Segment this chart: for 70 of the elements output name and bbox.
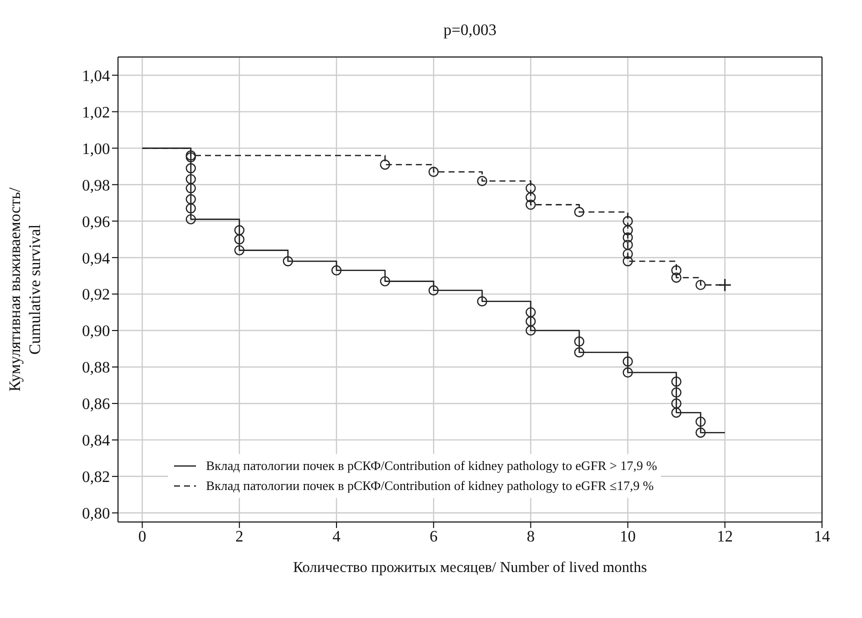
y-tick-label: 1,00 xyxy=(82,140,110,158)
point xyxy=(186,163,196,174)
point xyxy=(671,272,682,283)
point xyxy=(331,265,342,276)
point xyxy=(696,280,706,290)
x-tick-label: 10 xyxy=(620,528,636,546)
y-tick-label: 0,90 xyxy=(82,323,110,340)
y-tick-label: 0,96 xyxy=(82,214,110,231)
point xyxy=(526,325,536,336)
point xyxy=(526,183,536,194)
point xyxy=(186,194,196,204)
point xyxy=(477,296,488,306)
point xyxy=(428,166,439,177)
point xyxy=(671,407,682,418)
y-tick-label: 0,84 xyxy=(82,432,110,450)
y-tick-label: 0,98 xyxy=(82,177,110,194)
point xyxy=(671,265,682,276)
x-tick-label: 14 xyxy=(814,528,830,546)
point xyxy=(696,416,706,427)
chart-title: p=0,003 xyxy=(442,22,498,40)
point xyxy=(696,428,706,438)
y-axis-title: Кумулятивная выживаемость/ Cumulative survival xyxy=(7,186,44,392)
x-tick-label: 8 xyxy=(526,528,535,546)
point xyxy=(622,232,633,243)
legend-label: Вклад патологии почек в рСКФ/Contribution of kidney pathology to eGFR > 17,9 % xyxy=(206,458,658,474)
point xyxy=(526,200,536,210)
x-tick-label: 4 xyxy=(332,528,340,546)
point xyxy=(186,174,196,184)
point xyxy=(186,214,196,224)
y-tick-label: 1,02 xyxy=(82,104,110,122)
point xyxy=(671,387,682,398)
point xyxy=(234,245,244,256)
point xyxy=(477,176,488,186)
point xyxy=(622,367,633,378)
x-axis-title: Количество прожитых месяцев/ Number of lived months xyxy=(293,560,648,576)
point xyxy=(380,159,390,170)
point xyxy=(671,376,682,387)
x-tick-label: 6 xyxy=(430,528,438,546)
point xyxy=(718,278,732,292)
point xyxy=(574,206,584,218)
x-tick-label: 12 xyxy=(716,528,733,546)
point xyxy=(622,256,633,266)
point xyxy=(622,356,633,367)
point xyxy=(526,192,536,203)
y-tick-label: 1,04 xyxy=(82,68,110,85)
point xyxy=(234,225,244,236)
legend-label: Вклад патологии почек в рСКФ/Contribution of kidney pathology to eGFR ≤17,9 % xyxy=(206,478,654,494)
y-tick-label: 0,94 xyxy=(82,250,110,268)
point xyxy=(186,203,196,214)
y-tick-label: 0,92 xyxy=(82,286,110,304)
point xyxy=(380,276,390,286)
y-tick-label: 0,86 xyxy=(82,396,110,414)
y-tick-label: 0,82 xyxy=(82,469,110,486)
x-tick-label: 0 xyxy=(138,528,146,546)
y-tick-label: 0,88 xyxy=(82,360,110,377)
point xyxy=(428,285,439,296)
point xyxy=(622,216,633,226)
point xyxy=(671,398,682,409)
point xyxy=(526,307,536,318)
point xyxy=(622,240,633,250)
point xyxy=(574,336,584,347)
y-tick-label: 0,80 xyxy=(82,506,110,523)
point xyxy=(186,183,196,194)
point xyxy=(526,316,536,327)
point xyxy=(234,234,244,244)
x-tick-label: 2 xyxy=(235,528,244,546)
point xyxy=(622,248,633,260)
point xyxy=(622,225,633,236)
point xyxy=(282,256,294,266)
point xyxy=(574,347,584,358)
